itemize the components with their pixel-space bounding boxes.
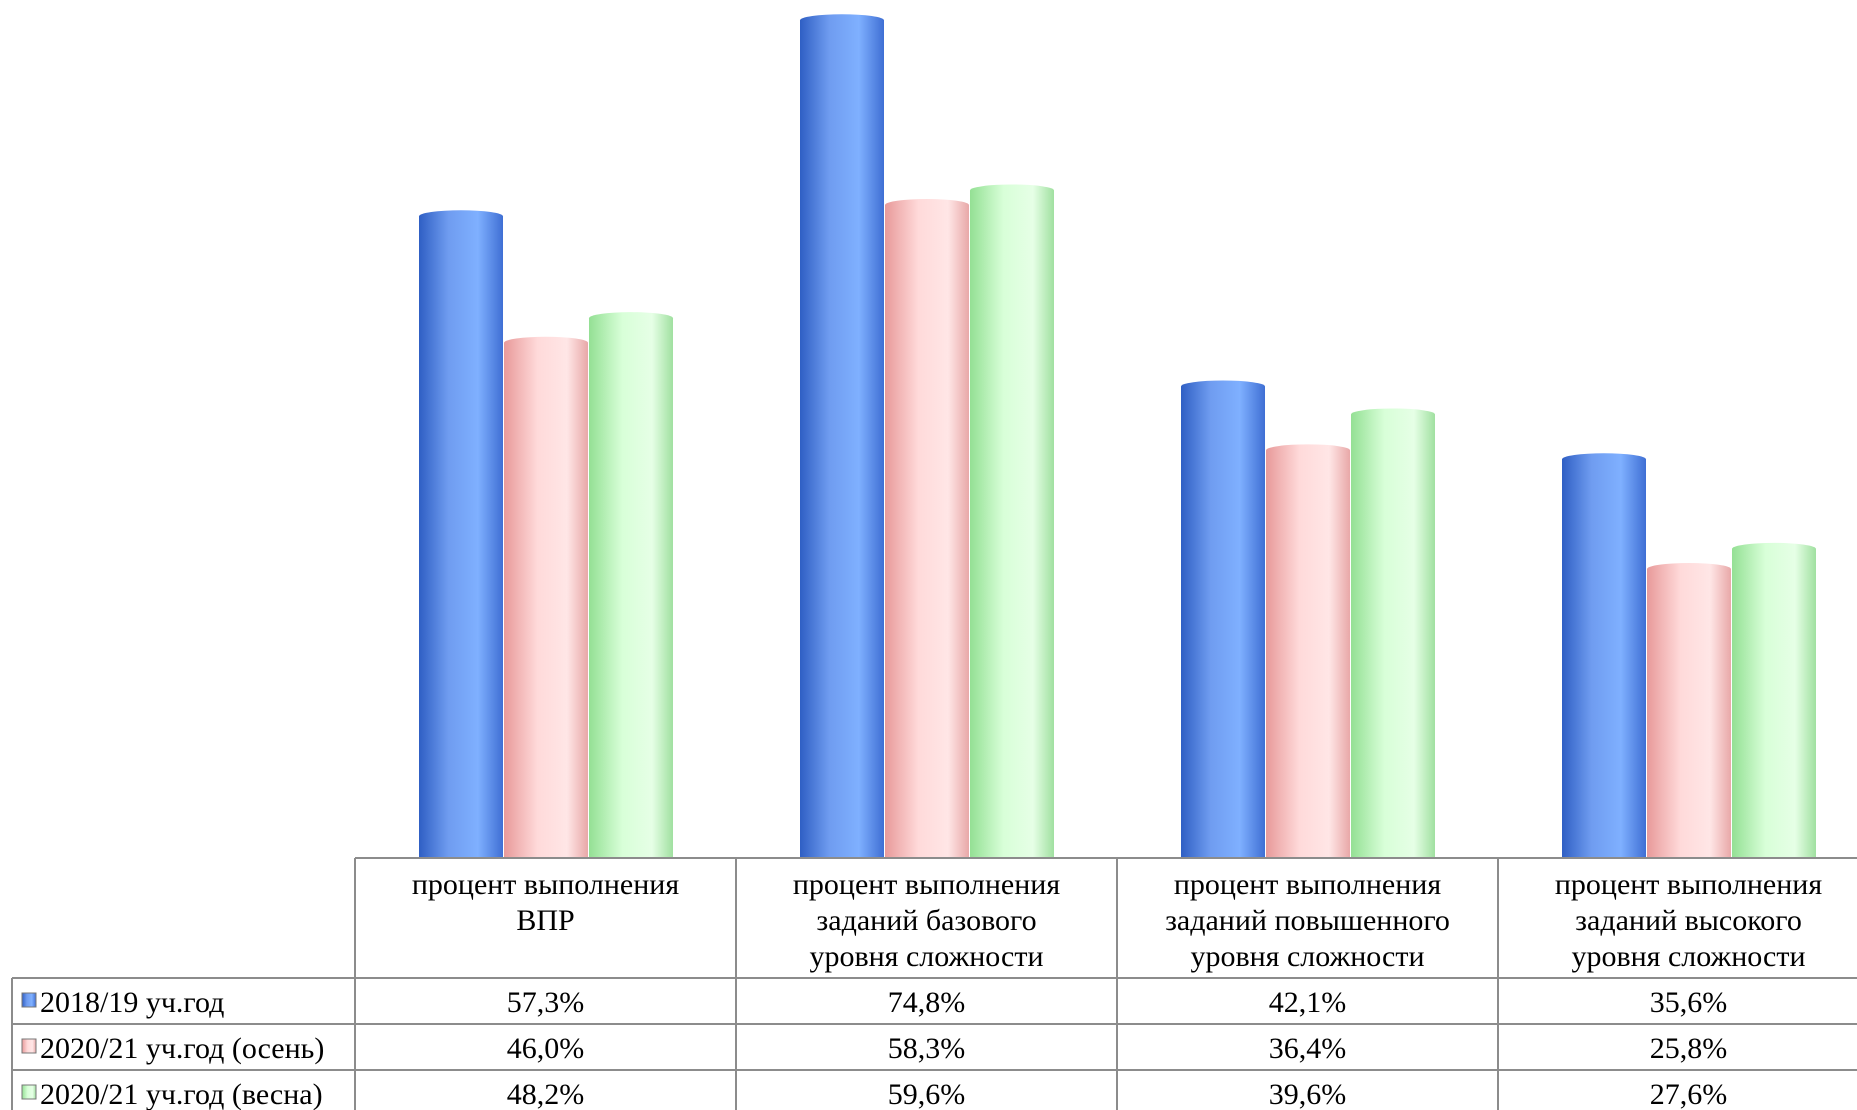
legend-label: 2020/21 уч.год (весна): [40, 1078, 323, 1110]
legend-swatch: [21, 1084, 37, 1100]
category-label: процент выполнения ВПР: [412, 868, 680, 937]
bar-s2-c1: [970, 184, 1054, 859]
bar-s1-c2: [1266, 444, 1350, 858]
bars-layer: [419, 14, 1816, 859]
data-label: 36,4%: [1269, 1032, 1347, 1065]
legend-swatch: [21, 992, 37, 1008]
legend-entry: 2020/21 уч.год (весна): [21, 1078, 323, 1110]
data-label: 74,8%: [888, 986, 966, 1019]
data-label: 27,6%: [1650, 1078, 1728, 1110]
bar-s0-c2: [1181, 380, 1265, 858]
bar-s0-c0: [419, 210, 503, 859]
legend-entry: 2020/21 уч.год (осень): [21, 1032, 324, 1065]
bar-s1-c0: [504, 336, 588, 858]
data-label: 46,0%: [507, 1032, 585, 1065]
data-label: 48,2%: [507, 1078, 585, 1110]
data-label: 42,1%: [1269, 986, 1347, 1019]
data-label: 58,3%: [888, 1032, 966, 1065]
data-label: 35,6%: [1650, 986, 1728, 1019]
category-label: процент выполнения заданий повышенного уро…: [1165, 868, 1450, 973]
legend-swatch: [21, 1038, 37, 1054]
bar-s0-c1: [800, 14, 884, 859]
bar-s2-c3: [1732, 542, 1816, 858]
data-table: процент выполнения ВПР процент выполнения з…: [11, 857, 1857, 1110]
bar-s0-c3: [1562, 453, 1646, 858]
data-label: 25,8%: [1650, 1032, 1728, 1065]
bar-s2-c2: [1351, 408, 1435, 858]
legend-entry: 2018/19 уч.год: [21, 986, 224, 1019]
category-label: процент выполнения заданий высокого уровня…: [1555, 868, 1823, 973]
data-label: 39,6%: [1269, 1078, 1347, 1110]
bar-s2-c0: [589, 312, 673, 858]
legend-label: 2018/19 уч.год: [40, 986, 224, 1019]
bar-s1-c1: [885, 199, 969, 859]
data-label: 59,6%: [888, 1078, 966, 1110]
category-label: процент выполнения заданий базового уровня…: [793, 868, 1061, 973]
legend-label: 2020/21 уч.год (осень): [40, 1032, 324, 1065]
bar-s1-c3: [1647, 563, 1731, 858]
data-label: 57,3%: [507, 986, 585, 1019]
